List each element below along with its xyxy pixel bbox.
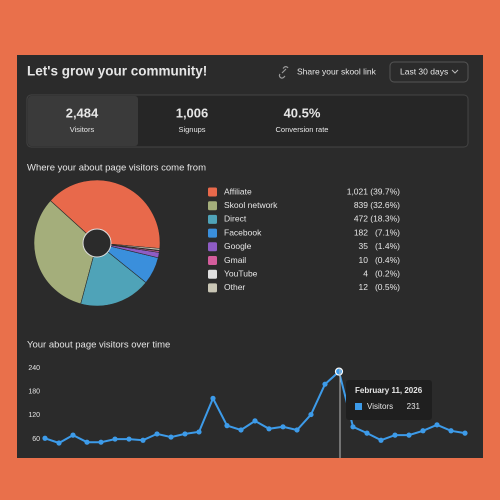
line-point	[322, 381, 328, 387]
line-point	[56, 440, 62, 446]
line-point	[392, 432, 398, 438]
dropdown-box	[389, 61, 469, 83]
legend-count: 12	[359, 282, 369, 292]
legend-name: Facebook	[224, 227, 262, 237]
legend-count: 839	[354, 200, 368, 210]
legend-icon	[208, 256, 217, 265]
stat-label: Signups	[178, 125, 205, 134]
legend-count: 10	[359, 255, 369, 265]
line-point	[84, 439, 90, 445]
line-point	[364, 430, 370, 436]
legend-icon	[208, 214, 217, 224]
pie-slice	[80, 242, 147, 307]
line-title: Your about page visitors over time	[27, 340, 170, 351]
y-tick-label: 120	[28, 412, 40, 419]
pie-slice	[49, 179, 161, 249]
share-link-text: Share your skool link	[297, 66, 377, 76]
legend-count: 182	[354, 227, 368, 237]
range-dropdown[interactable]: Last 30 days	[389, 61, 469, 83]
legend-icon	[208, 283, 217, 293]
tooltip-box	[346, 380, 432, 420]
pie-slice	[96, 242, 161, 251]
line-point	[266, 426, 272, 432]
legend-share: (18.3%)	[370, 214, 400, 224]
stat-value: 1,006	[176, 105, 209, 120]
legend-icon	[208, 242, 217, 252]
line-point	[294, 427, 300, 433]
legend-icon	[208, 269, 217, 279]
line-point	[98, 439, 104, 445]
legend-count: 1,021	[347, 186, 369, 196]
legend-share: (7.1%)	[375, 227, 400, 237]
line-point	[334, 367, 344, 376]
legend-count: 4	[363, 268, 368, 278]
legend-name: Google	[224, 241, 252, 251]
legend-name: Gmail	[224, 255, 246, 265]
line-point	[448, 428, 454, 434]
dropdown-caret	[451, 69, 459, 74]
legend-icon	[208, 228, 217, 238]
legend-name: Direct	[224, 214, 247, 224]
legend-share: (32.6%)	[370, 200, 400, 210]
tooltip-value: 231	[407, 402, 421, 411]
legend-icon	[208, 187, 217, 197]
line-point	[406, 432, 412, 438]
stat-selected[interactable]	[28, 96, 138, 146]
link-icon	[278, 66, 289, 79]
legend-name: YouTube	[224, 268, 258, 278]
line-point	[350, 424, 356, 430]
legend-name: Affiliate	[224, 186, 252, 196]
line-point	[42, 435, 48, 441]
legend-share: (0.2%)	[375, 268, 400, 278]
line-point	[196, 429, 202, 435]
pie-hole	[82, 228, 112, 258]
tooltip: February 11, 2026 Visitors 231	[339, 369, 432, 458]
line-point	[182, 431, 188, 437]
y-tick-label: 60	[32, 436, 40, 443]
line-point	[420, 428, 426, 434]
y-tick-label: 180	[28, 389, 40, 396]
stat-label: Visitors	[70, 125, 95, 134]
legend-icon	[208, 201, 217, 211]
line-point	[168, 434, 174, 440]
stat-value: 2,484	[66, 105, 99, 120]
line-point	[378, 437, 384, 443]
legend-name: Skool network	[224, 200, 278, 210]
line-point	[238, 427, 244, 433]
pie-title: Where your about page visitors come from	[27, 163, 206, 174]
dropdown-text: Last 30 days	[400, 66, 448, 76]
stat-label: Conversion rate	[276, 125, 329, 134]
legend-share: (0.5%)	[375, 282, 400, 292]
share-link[interactable]: Share your skool link	[278, 66, 377, 79]
line-point	[154, 431, 160, 437]
pie-slice	[33, 200, 98, 305]
legend-share: (1.4%)	[375, 241, 400, 251]
tooltip-swatch	[355, 403, 362, 410]
line-point	[252, 418, 258, 424]
line-point	[224, 423, 230, 429]
y-tick-label: 240	[28, 365, 40, 372]
line-point	[112, 436, 118, 442]
line-point	[434, 422, 440, 428]
line-point	[280, 424, 286, 430]
line-point	[70, 432, 76, 438]
legend-name: Other	[224, 282, 245, 292]
line-point	[308, 411, 314, 418]
line-point	[210, 395, 216, 401]
tooltip-series: Visitors	[367, 402, 393, 411]
legend-count: 35	[359, 241, 369, 251]
legend-count: 472	[354, 214, 368, 224]
stat-value: 40.5%	[284, 105, 321, 120]
line-point	[126, 436, 132, 442]
line-point	[140, 437, 146, 443]
page-title: Let's grow your community!	[27, 64, 207, 79]
legend-share: (39.7%)	[370, 186, 400, 196]
tooltip-title: February 11, 2026	[355, 386, 423, 395]
line-point	[462, 430, 468, 436]
legend-share: (0.4%)	[375, 255, 400, 265]
